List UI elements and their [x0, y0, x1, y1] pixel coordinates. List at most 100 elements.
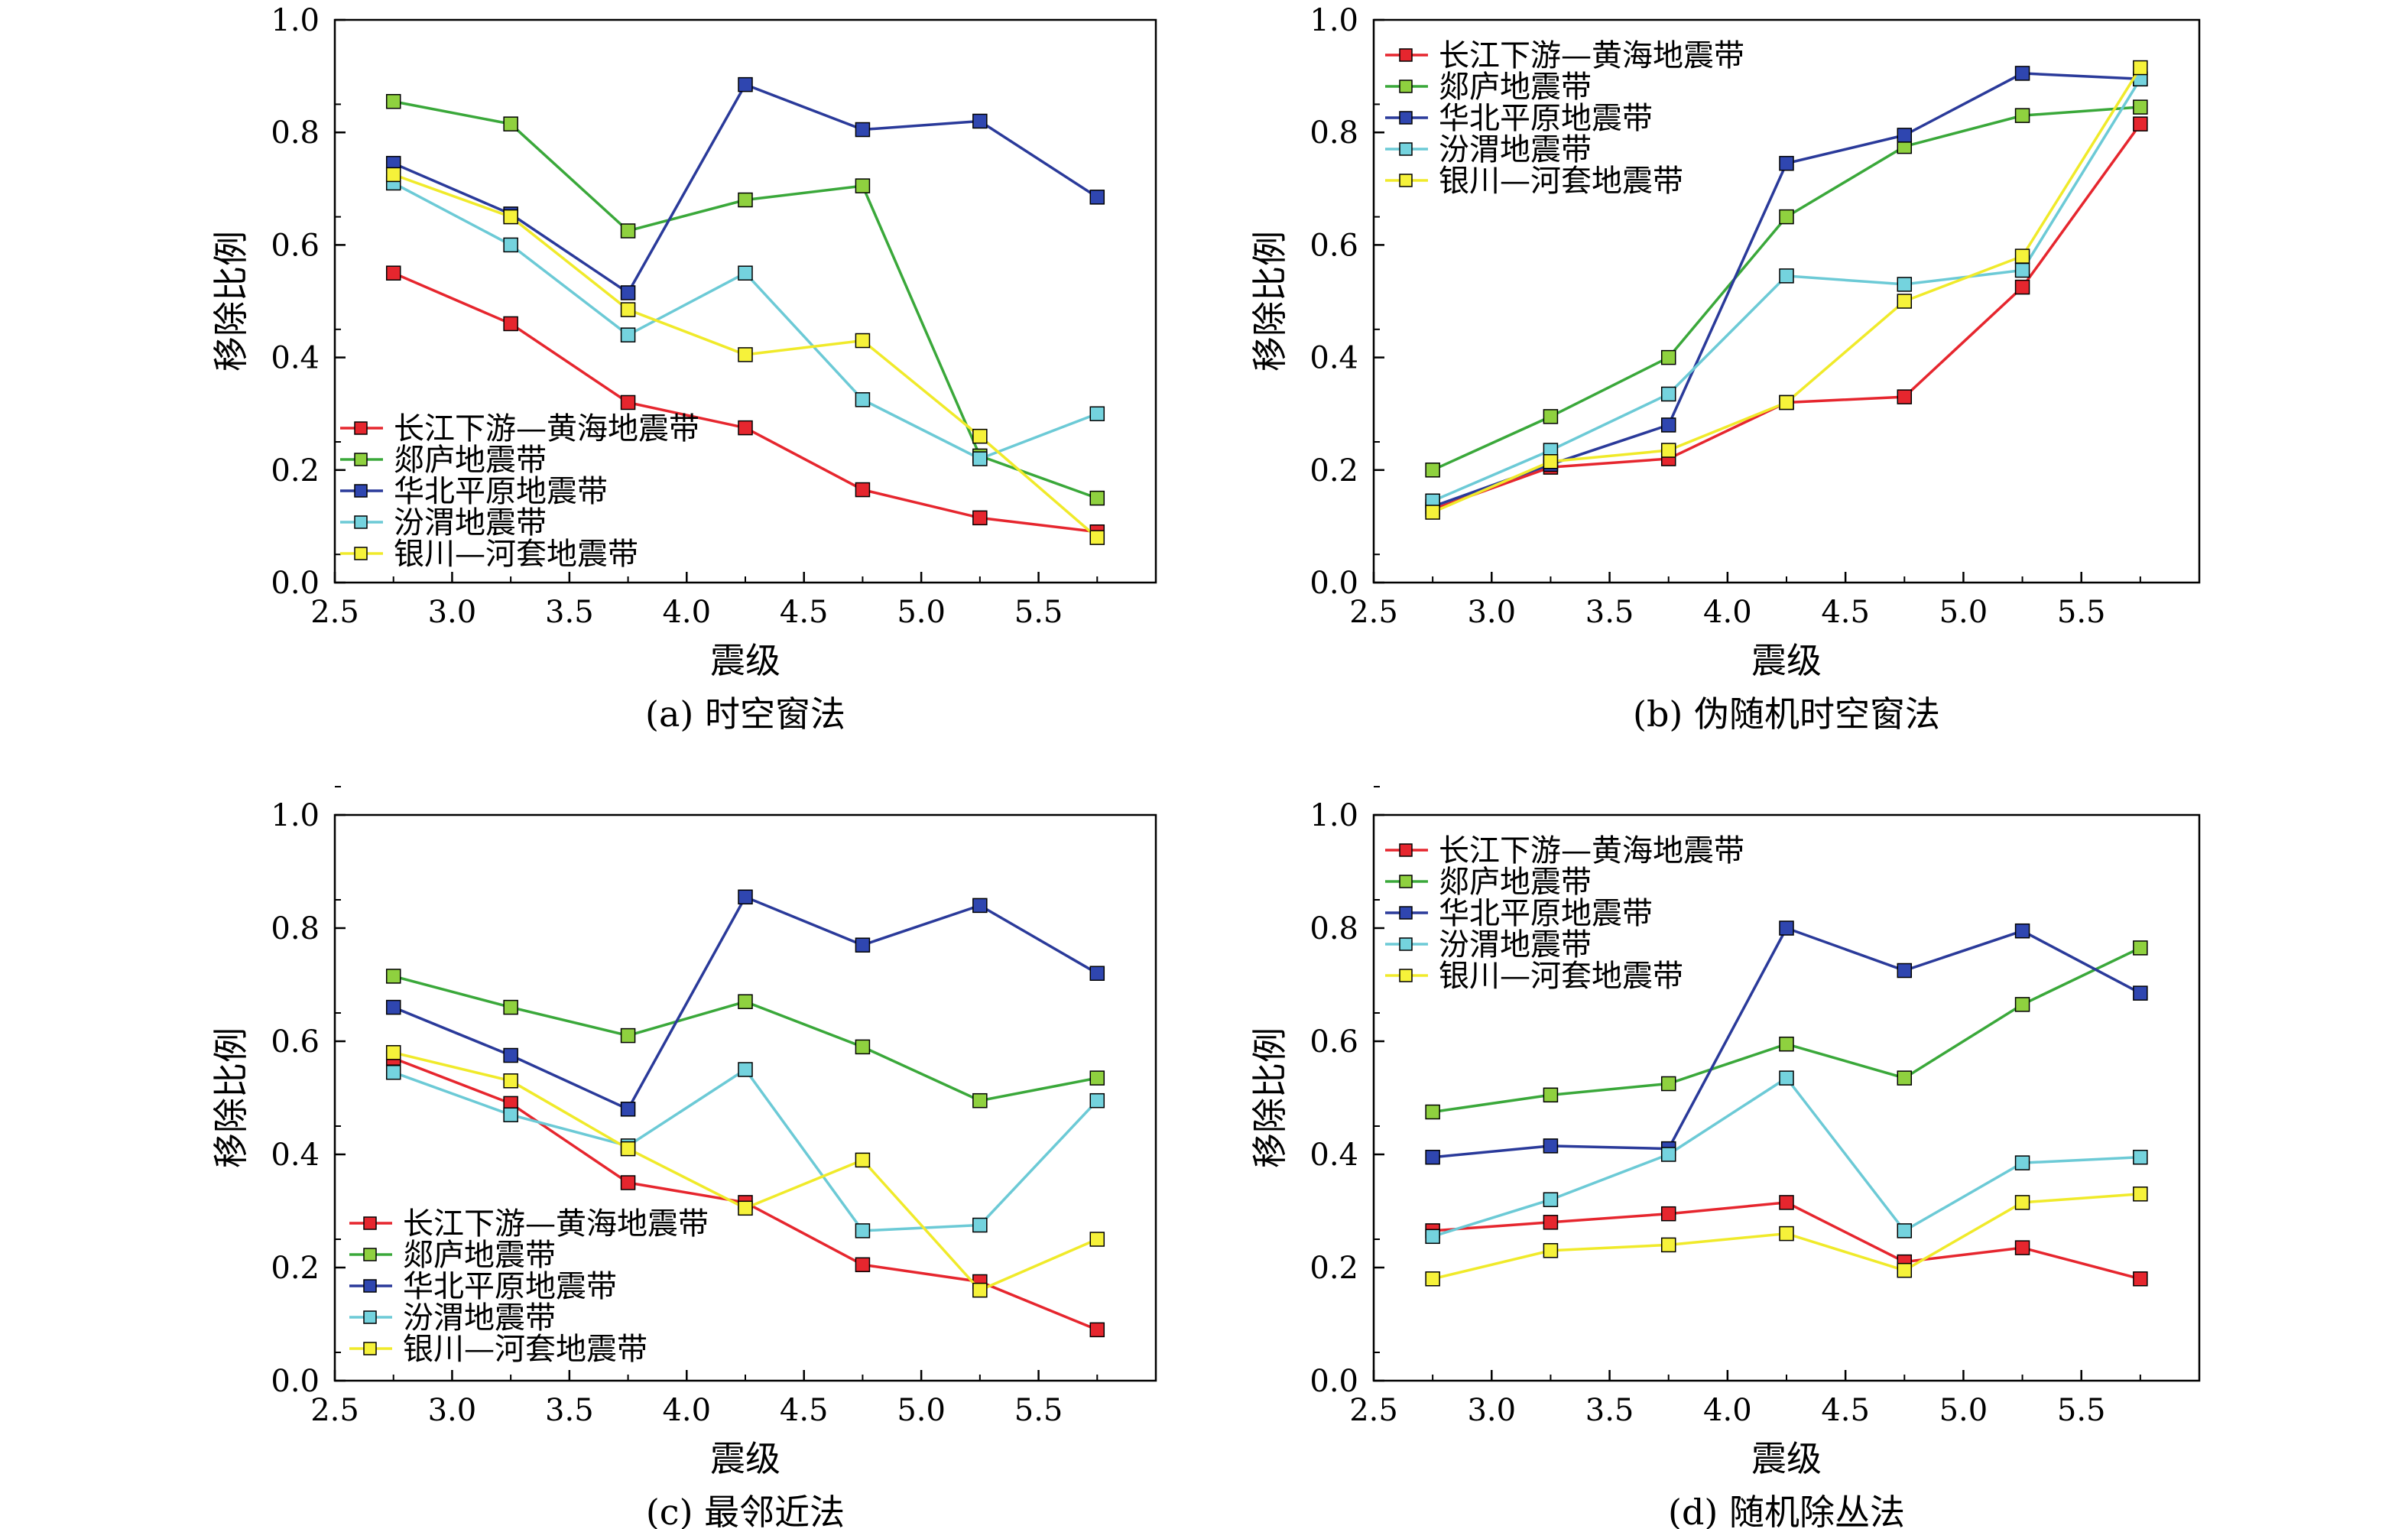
y-tick-label: 0.4	[271, 341, 320, 376]
x-tick-label: 2.5	[310, 1393, 359, 1428]
data-point	[2014, 923, 2030, 939]
data-point	[620, 223, 636, 239]
legend-label: 郯庐地震带	[1439, 70, 1592, 105]
data-point	[1660, 386, 1676, 402]
data-point	[1779, 920, 1794, 936]
data-point	[1779, 209, 1794, 225]
data-point	[2133, 1149, 2148, 1165]
data-point	[1089, 966, 1105, 981]
legend-marker	[1399, 142, 1413, 156]
x-tick-label: 3.5	[1585, 595, 1634, 630]
data-point	[1779, 268, 1794, 284]
y-tick-label: 0.2	[1309, 453, 1358, 489]
panel-caption: (b) 伪随机时空窗法	[1633, 693, 1940, 735]
data-point	[855, 1223, 871, 1238]
legend-label: 长江下游—黄海地震带	[1439, 833, 1744, 868]
data-point	[503, 999, 518, 1015]
data-point	[855, 1257, 871, 1273]
data-point	[503, 209, 518, 225]
legend-marker	[1399, 80, 1413, 93]
x-tick-label: 5.5	[1014, 595, 1063, 630]
data-point	[738, 1062, 753, 1077]
data-point	[620, 1175, 636, 1190]
y-tick-label: 1.0	[271, 3, 320, 38]
data-point	[1660, 443, 1676, 458]
data-point	[1660, 349, 1676, 365]
x-tick-label: 2.5	[310, 595, 359, 630]
y-axis-title: 移除比例	[1249, 231, 1290, 372]
data-point	[1779, 1195, 1794, 1210]
legend-label: 银川—河套地震带	[1439, 959, 1683, 994]
data-point	[738, 192, 753, 208]
legend-label: 银川—河套地震带	[394, 537, 638, 572]
legend-marker	[354, 515, 368, 529]
data-point	[1543, 1243, 1559, 1258]
data-point	[2014, 1195, 2030, 1210]
data-point	[738, 1200, 753, 1216]
data-point	[503, 1073, 518, 1089]
data-point	[1089, 406, 1105, 421]
legend-label: 长江下游—黄海地震带	[394, 411, 699, 446]
data-point	[503, 116, 518, 131]
data-point	[2133, 99, 2148, 115]
data-point	[1089, 1070, 1105, 1086]
x-axis-title: 震级	[710, 1438, 780, 1479]
y-tick-label: 1.0	[1309, 3, 1358, 38]
y-axis-title: 移除比例	[1249, 1027, 1290, 1168]
y-tick-label: 0.8	[271, 115, 320, 151]
data-point	[1543, 1215, 1559, 1230]
data-point	[738, 76, 753, 93]
legend-label: 汾渭地震带	[394, 505, 547, 541]
x-tick-label: 3.5	[545, 595, 594, 630]
data-point	[620, 285, 636, 300]
data-point	[1543, 1192, 1559, 1207]
data-point	[2133, 940, 2148, 956]
y-tick-label: 0.6	[271, 1024, 320, 1060]
data-point	[620, 394, 636, 411]
data-point	[1425, 463, 1440, 478]
data-point	[972, 1217, 988, 1233]
data-point	[1089, 1092, 1105, 1109]
data-point	[855, 1039, 871, 1055]
legend-label: 汾渭地震带	[1439, 132, 1592, 167]
data-point	[738, 420, 753, 436]
legend-label: 郯庐地震带	[1439, 865, 1592, 900]
x-axis-title: 震级	[1751, 640, 1822, 681]
data-point	[1089, 190, 1105, 205]
legend-label: 长江下游—黄海地震带	[403, 1206, 709, 1242]
legend-label: 郯庐地震带	[403, 1238, 556, 1273]
series-line-2	[393, 83, 1099, 295]
data-point	[1543, 409, 1559, 424]
y-axis-title: 移除比例	[210, 1027, 252, 1168]
data-point	[738, 265, 753, 281]
data-point	[1897, 963, 1913, 979]
y-tick-label: 0.0	[271, 566, 320, 601]
data-point	[972, 510, 988, 526]
data-point	[1660, 417, 1676, 433]
x-tick-label: 4.5	[1821, 595, 1870, 630]
data-point	[972, 428, 988, 444]
data-point	[2014, 66, 2030, 81]
data-point	[2014, 108, 2030, 123]
data-point	[385, 265, 401, 281]
x-tick-label: 5.5	[1014, 1393, 1063, 1428]
data-point	[2014, 248, 2030, 264]
y-tick-label: 1.0	[271, 798, 320, 833]
data-point	[1897, 128, 1913, 143]
data-point	[855, 178, 871, 193]
y-tick-label: 0.4	[1309, 1138, 1358, 1173]
legend-marker	[1399, 174, 1413, 187]
x-tick-label: 3.0	[1467, 1393, 1516, 1428]
data-point	[1089, 490, 1105, 506]
legend-label: 汾渭地震带	[403, 1300, 556, 1336]
chart-panel-3: 0.0 0.2 0.4 0.6 0.8 1.0 2.5 3.0 3.5 4.0 4.5 5.0 5.5 震…	[1249, 786, 2201, 1529]
data-point	[2014, 997, 2030, 1012]
data-point	[620, 327, 636, 342]
data-point	[738, 347, 753, 362]
legend-marker	[354, 453, 368, 466]
y-tick-label: 0.0	[1309, 1364, 1358, 1399]
legend-marker	[363, 1310, 377, 1324]
data-point	[2014, 262, 2030, 278]
data-point	[385, 1064, 401, 1080]
